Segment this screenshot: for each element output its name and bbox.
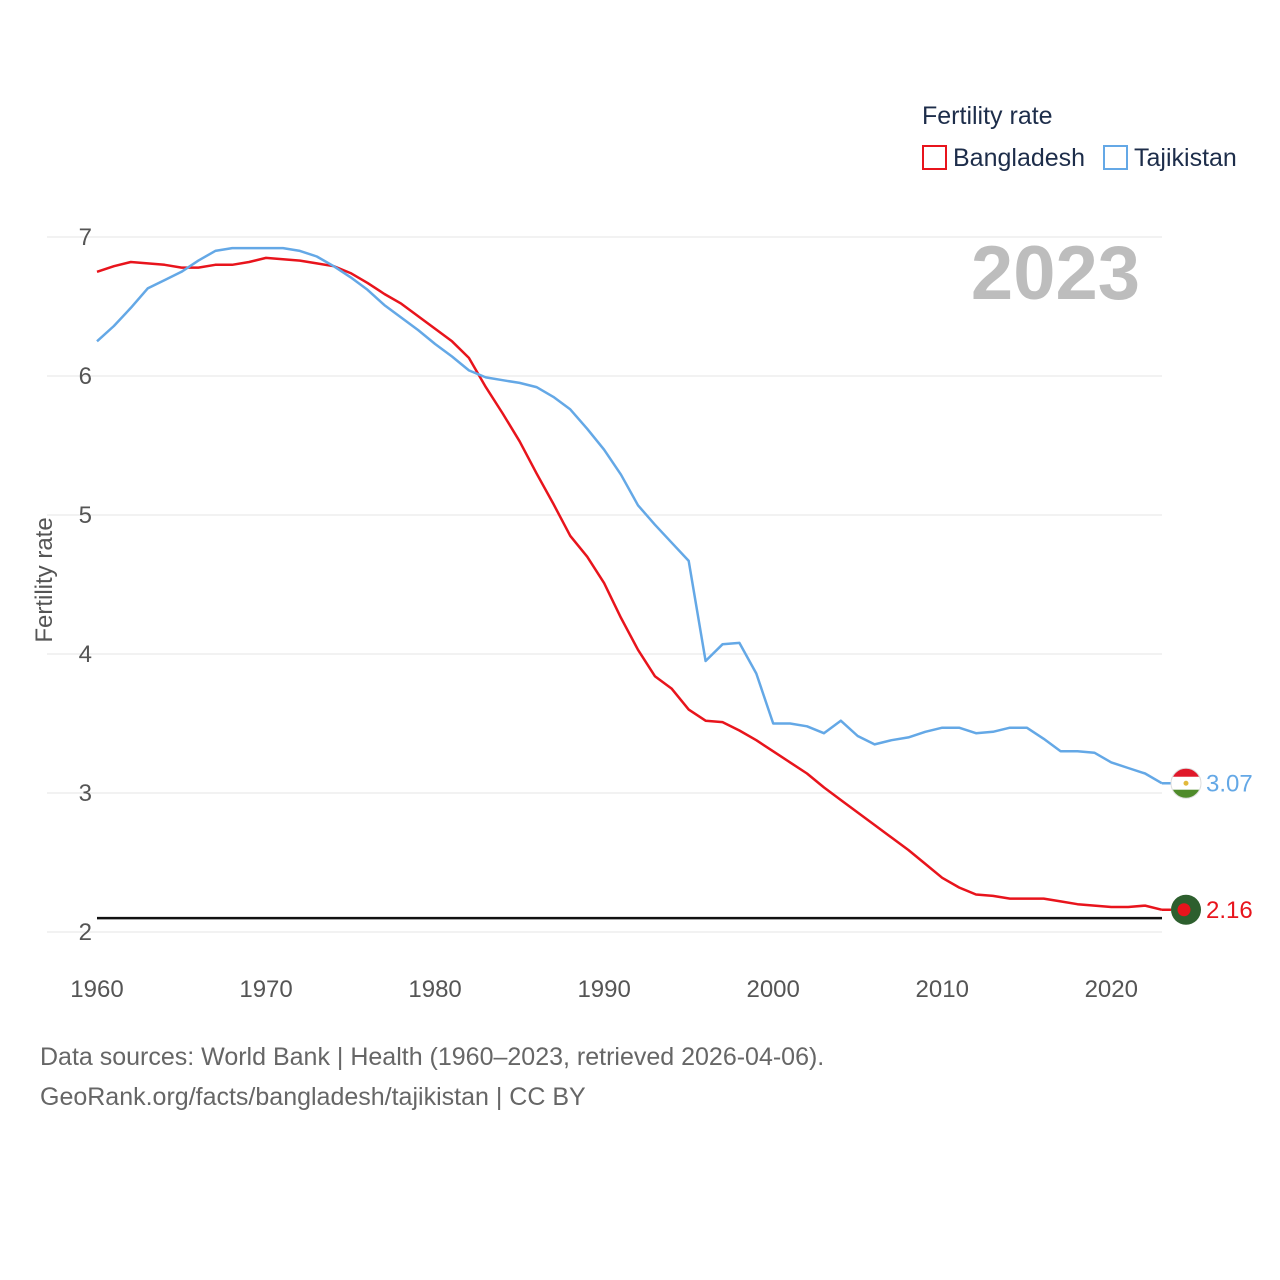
- year-watermark: 2023: [971, 231, 1140, 316]
- flag-stripe-green: [1171, 789, 1201, 799]
- footer-attribution: GeoRank.org/facts/bangladesh/tajikistan …: [40, 1083, 586, 1111]
- axes: 2 3 4 5 6 7 1960 1970 1980 1990 2000 2010 2020: [70, 224, 1138, 1003]
- y-tick-label: 3: [79, 780, 92, 807]
- end-markers: 2.16 3.07: [1162, 767, 1253, 925]
- series-lines: [96, 246, 1163, 912]
- legend-swatch-tajikistan: [1103, 145, 1128, 170]
- legend-swatch-bangladesh: [922, 145, 947, 170]
- y-axis-title: Fertility rate: [31, 517, 58, 642]
- flag-crown: [1183, 780, 1189, 786]
- y-tick-label: 7: [79, 224, 92, 251]
- legend-item-tajikistan[interactable]: Tajikistan: [1103, 144, 1237, 172]
- end-value-label-bangladesh: 2.16: [1206, 897, 1253, 924]
- legend-item-bangladesh[interactable]: Bangladesh: [922, 144, 1085, 172]
- flag-outline: [1170, 767, 1202, 799]
- flag-disc: [1177, 903, 1191, 917]
- x-tick-label: 1990: [577, 976, 630, 1003]
- y-tick-label: 5: [79, 502, 92, 529]
- legend-title: Fertility rate: [922, 102, 1053, 130]
- end-value-label-tajikistan: 3.07: [1206, 770, 1253, 797]
- x-tick-label: 1980: [408, 976, 461, 1003]
- x-tick-label: 1960: [70, 976, 123, 1003]
- legend: Fertility rate Bangladesh Tajikistan: [922, 102, 1237, 172]
- x-tick-label: 2000: [746, 976, 799, 1003]
- bangladesh-flag-icon: [1171, 894, 1201, 925]
- y-tick-label: 6: [79, 363, 92, 390]
- series-line-bangladesh: [96, 256, 1163, 912]
- x-tick-label: 1970: [239, 976, 292, 1003]
- series-line-tajikistan: [96, 246, 1163, 785]
- footer-sources: Data sources: World Bank | Health (1960–…: [40, 1043, 825, 1071]
- flag-stripe-red: [1171, 768, 1201, 777]
- y-tick-label: 2: [79, 919, 92, 946]
- y-tick-label: 4: [79, 641, 92, 668]
- legend-label-tajikistan: Tajikistan: [1134, 144, 1237, 172]
- x-tick-label: 2020: [1085, 976, 1138, 1003]
- x-tick-label: 2010: [916, 976, 969, 1003]
- legend-label-bangladesh: Bangladesh: [953, 144, 1085, 172]
- tajikistan-flag-icon: [1170, 767, 1202, 799]
- gridlines: [47, 236, 1162, 933]
